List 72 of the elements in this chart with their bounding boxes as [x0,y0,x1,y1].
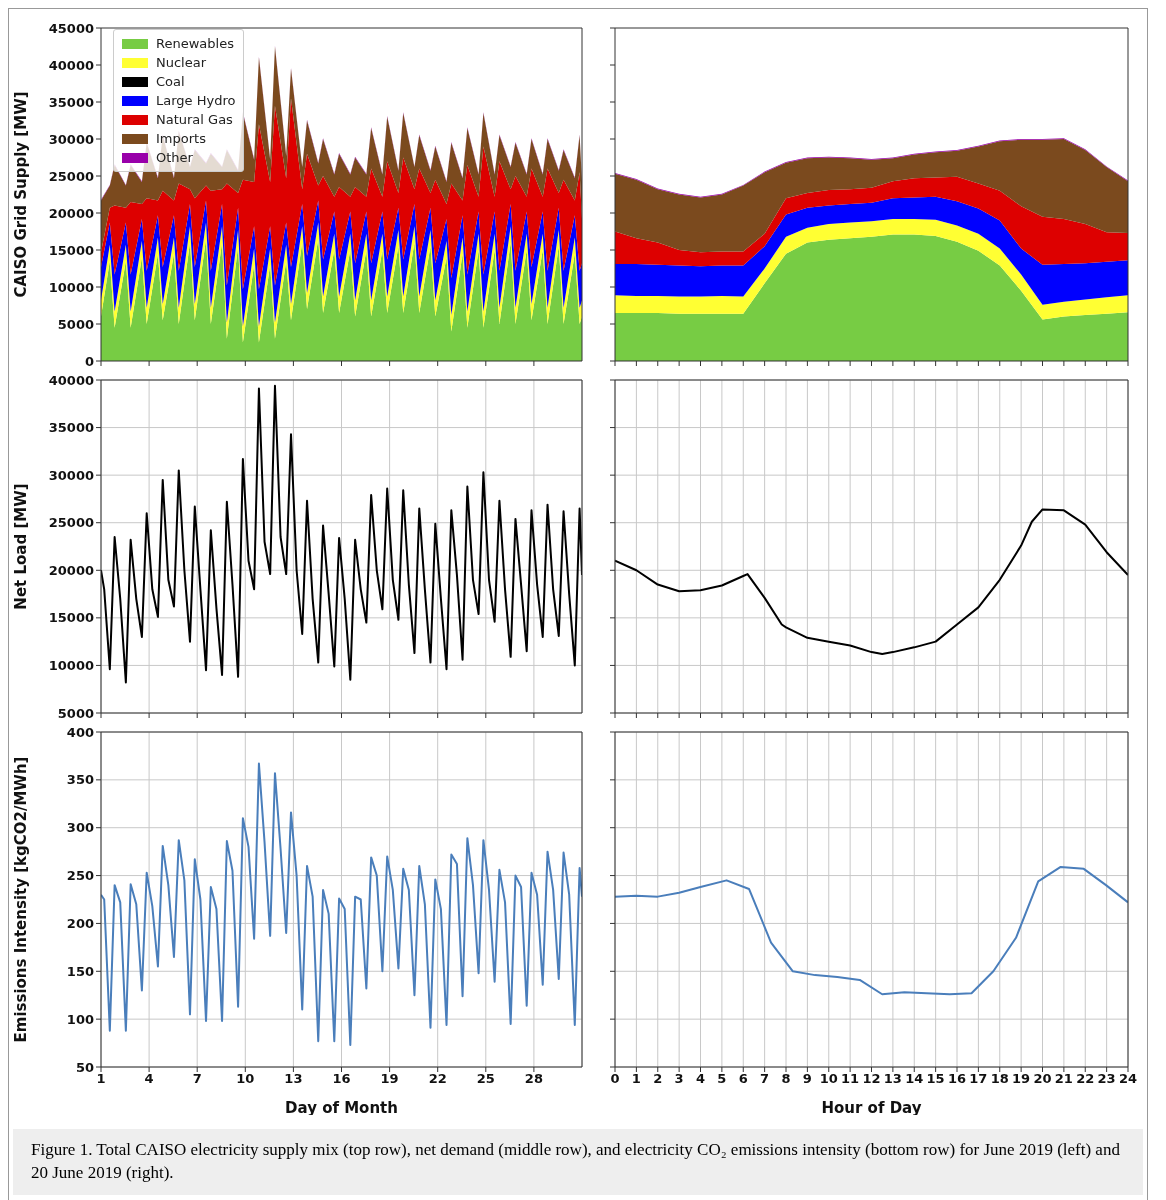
x-tick-label: 7 [192,1071,202,1087]
legend-label: Renewables [156,36,234,51]
x-tick-label: 6 [738,1071,748,1087]
x-tick-label: 14 [905,1071,924,1087]
y-tick-label: 15000 [48,610,94,626]
y-tick-label: 300 [66,820,94,836]
y-tick-label: 350 [66,772,94,788]
x-tick-label: 11 [841,1071,860,1087]
x-tick-label: 7 [760,1071,770,1087]
y-tick-label: 5000 [57,316,94,332]
x-tick-label: 19 [380,1071,399,1087]
y-tick-label: 20000 [48,205,94,221]
y-tick-label: 0 [84,353,94,369]
caption: Figure 1. Total CAISO electricity supply mix (top row), net demand (middle row), and electricity CO₂ emissions intensity (bottom row) for June 2019 (left) and 20 June 2019 (right). [31,1139,1121,1184]
y-tick-label: 20000 [48,562,94,578]
y-tick-label: 15000 [48,242,94,258]
y-tick-label: 25000 [48,168,94,184]
legend-label: Large Hydro [156,93,236,108]
x-tick-label: 4 [144,1071,154,1087]
x-tick-label: 28 [524,1071,543,1087]
x-tick-label: 24 [1118,1071,1138,1087]
x-tick-label: 1 [631,1071,641,1087]
x-tick-label: 10 [236,1071,255,1087]
y-tick-label: 40000 [48,57,94,73]
y-tick-label: 400 [66,724,94,740]
x-tick-label: 8 [781,1071,791,1087]
x-tick-label: 10 [819,1071,838,1087]
legend-label: Other [156,150,193,165]
y-tick-label: 45000 [48,20,94,36]
legend-label: Imports [156,131,206,146]
x-tick-label: 1 [96,1071,106,1087]
y-tick-label: 10000 [48,658,94,674]
x-tick-label: 2 [653,1071,663,1087]
x-tick-label: 13 [883,1071,902,1087]
x-tick-label: 15 [926,1071,945,1087]
legend-label: Natural Gas [156,112,233,127]
legend-label: Coal [156,74,185,89]
y-tick-label: 50 [75,1059,94,1075]
x-tick-label: 22 [1076,1071,1095,1087]
legend-label: Nuclear [156,55,207,70]
y-axis-title: CAISO Grid Supply [MW] [12,91,31,298]
x-tick-label: 9 [802,1071,812,1087]
y-axis-title: Emissions Intensity [kgCO2/MWh] [12,756,31,1043]
y-tick-label: 30000 [48,131,94,147]
x-tick-label: 12 [862,1071,881,1087]
y-tick-label: 30000 [48,467,94,483]
y-tick-label: 10000 [48,279,94,295]
x-tick-label: 0 [610,1071,620,1087]
y-axis-title: Net Load [MW] [12,483,31,610]
x-tick-label: 13 [284,1071,303,1087]
y-tick-label: 25000 [48,515,94,531]
y-tick-label: 200 [66,916,94,932]
y-tick-label: 40000 [48,372,94,388]
x-tick-label: 19 [1012,1071,1031,1087]
y-tick-label: 35000 [48,94,94,110]
x-tick-label: 21 [1054,1071,1073,1087]
y-tick-label: 5000 [57,705,94,721]
x-tick-label: 16 [947,1071,967,1087]
y-tick-label: 250 [66,868,94,884]
x-tick-label: 4 [695,1071,706,1087]
y-tick-label: 35000 [48,420,94,436]
x-tick-label: 20 [1033,1071,1052,1087]
x-tick-label: 16 [332,1071,351,1087]
y-tick-label: 100 [66,1011,94,1027]
x-tick-label: 5 [717,1071,727,1087]
y-tick-label: 150 [66,963,94,979]
x-tick-label: 17 [969,1071,988,1087]
x-tick-label: 22 [428,1071,447,1087]
x-tick-label: 25 [476,1071,495,1087]
x-tick-label: 23 [1097,1071,1116,1087]
x-tick-label: 18 [990,1071,1009,1087]
x-tick-label: 3 [674,1071,684,1087]
